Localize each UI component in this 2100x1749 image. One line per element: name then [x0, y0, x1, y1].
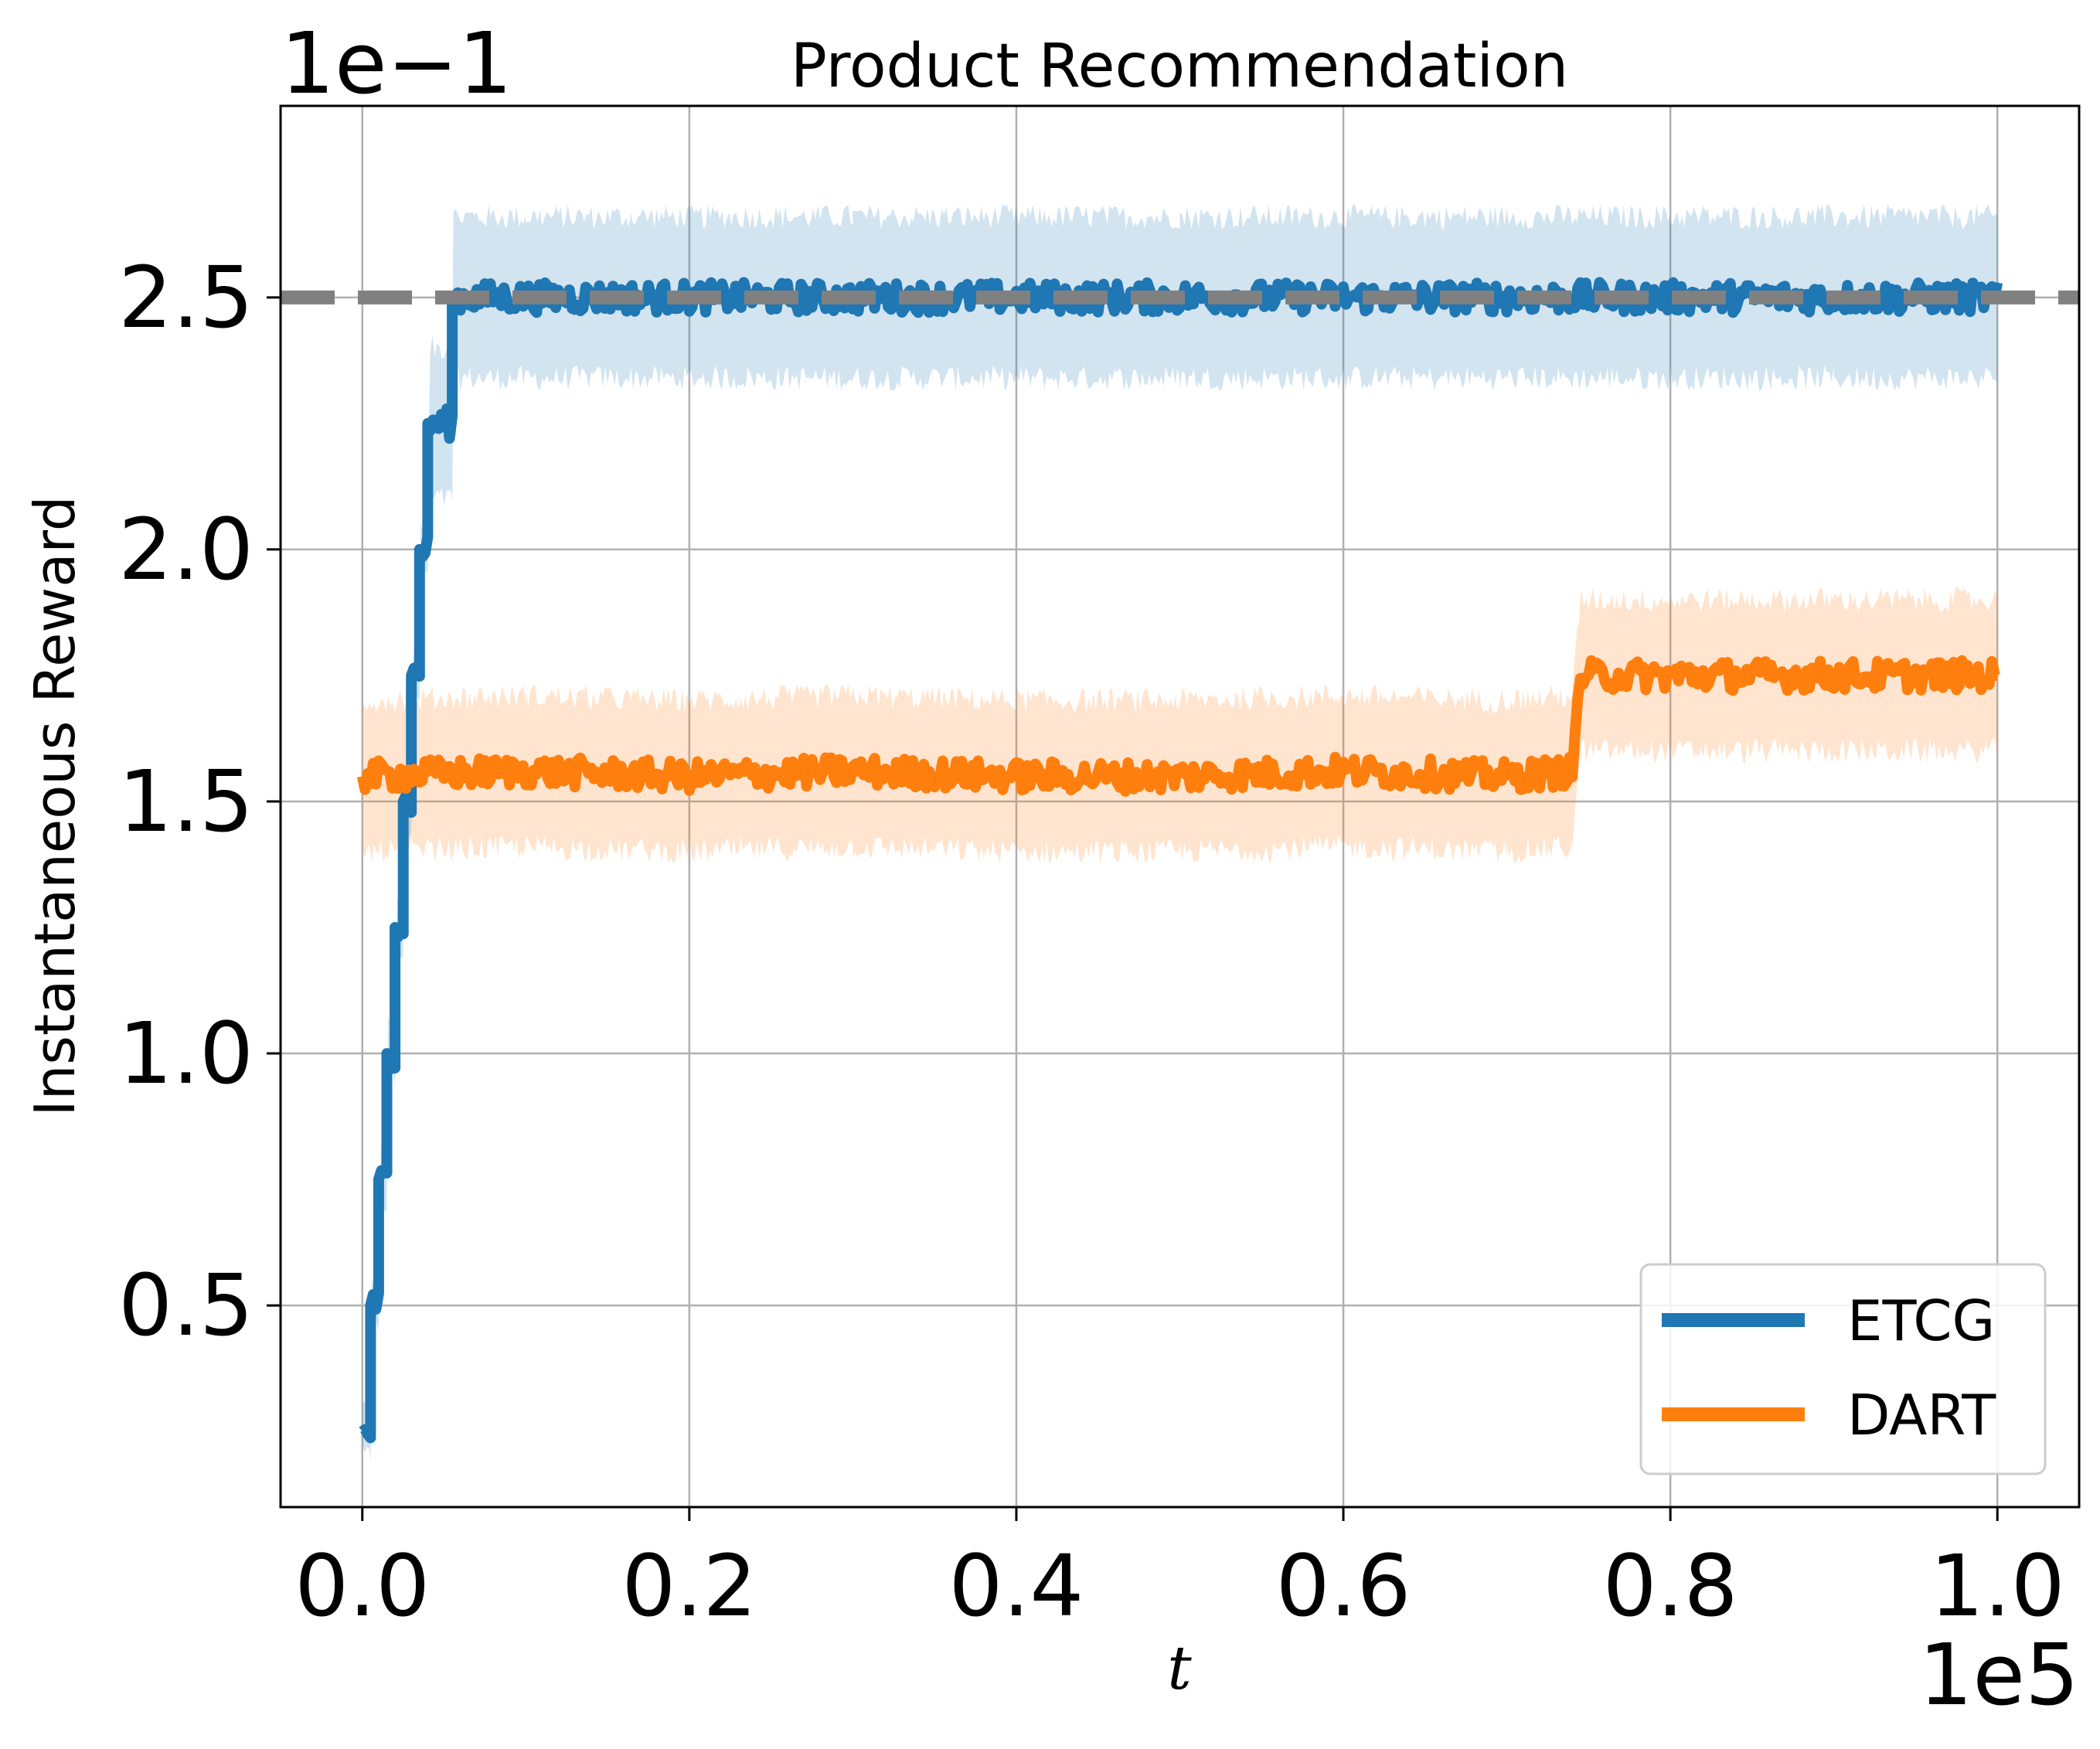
x-axis-ticks: 0.0 0.2 0.4 0.6 0.8 1.0 [294, 1507, 2065, 1635]
y-axis-ticks: 0.5 1.0 1.5 2.0 2.5 [118, 248, 281, 1355]
x-axis-multiplier: 1e5 [1918, 1625, 2079, 1724]
x-tick-label-5: 1.0 [1930, 1536, 2065, 1635]
x-tick-label-3: 0.6 [1276, 1536, 1411, 1635]
x-tick-label-4: 0.8 [1603, 1536, 1738, 1635]
band-etcg [362, 204, 1998, 1465]
x-tick-label-1: 0.2 [621, 1536, 757, 1635]
y-axis-label: Instantaneous Reward [22, 496, 87, 1117]
x-axis-label: t [1167, 1634, 1192, 1703]
chart-title: Product Recommendation [791, 32, 1568, 101]
y-tick-label-1: 1.0 [118, 1004, 254, 1103]
x-tick-label-2: 0.4 [948, 1536, 1084, 1635]
y-tick-label-3: 2.0 [118, 500, 254, 599]
y-axis-multiplier: 1e−1 [281, 14, 512, 113]
y-tick-label-0: 0.5 [118, 1256, 254, 1355]
legend-label-etcg: ETCG [1847, 1288, 1995, 1353]
legend-label-dart: DART [1847, 1383, 1996, 1448]
series-line-dart [356, 655, 2000, 797]
y-tick-label-4: 2.5 [118, 248, 254, 347]
x-tick-label-0: 0.0 [294, 1536, 430, 1635]
y-tick-label-2: 1.5 [118, 752, 254, 851]
legend: ETCG DART [1639, 1263, 2047, 1475]
plot-frame [279, 104, 2081, 1509]
